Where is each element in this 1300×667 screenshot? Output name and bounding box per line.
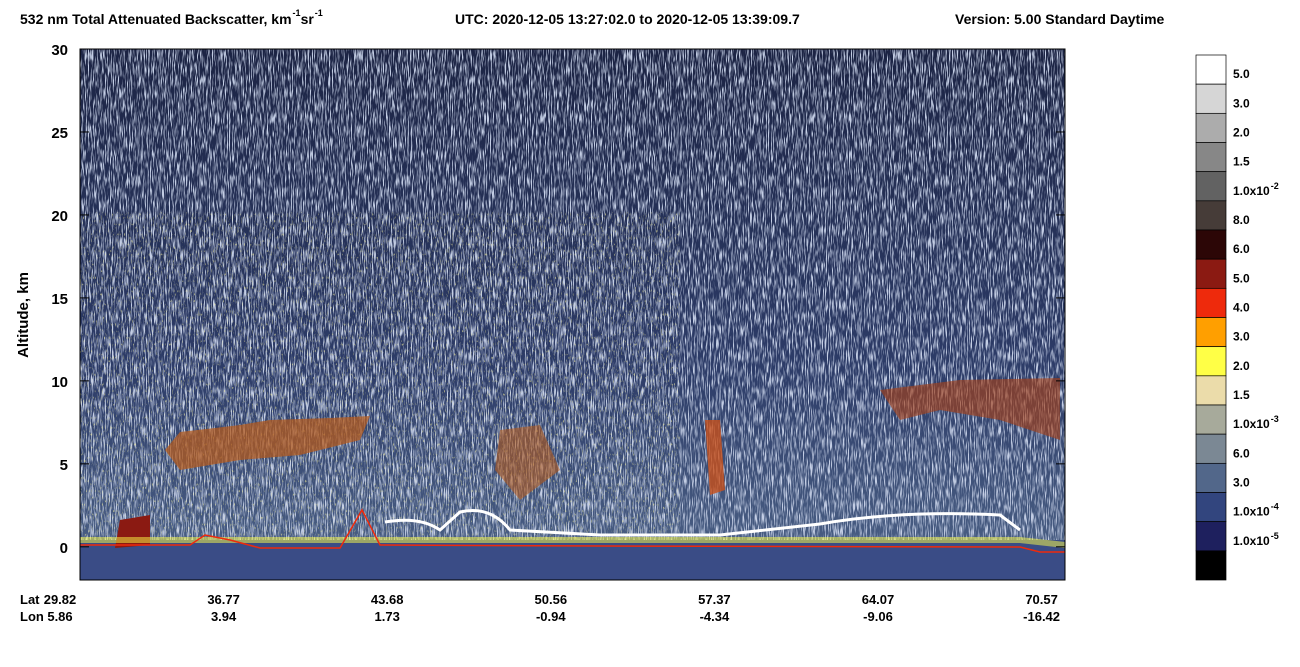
y-axis-label: Altitude, km	[15, 272, 32, 358]
colorbar-label: 1.0x10	[1233, 534, 1270, 548]
y-tick-label: 10	[51, 374, 68, 391]
colorbar-swatch	[1195, 433, 1227, 464]
colorbar-swatch	[1195, 54, 1227, 85]
title-superscript: -1	[315, 8, 323, 18]
colorbar-label: 1.5	[1233, 155, 1250, 169]
colorbar-swatch	[1195, 492, 1227, 523]
colorbar-swatch	[1195, 404, 1227, 435]
y-tick-label: 0	[60, 540, 68, 557]
y-tick-label: 5	[60, 457, 68, 474]
colorbar-swatch	[1195, 258, 1227, 289]
colorbar-swatch	[1195, 462, 1227, 493]
colorbar-label: 1.5	[1233, 388, 1250, 402]
colorbar-label: 2.0	[1233, 359, 1250, 373]
colorbar-swatch	[1195, 521, 1227, 552]
y-tick-label: 20	[51, 208, 68, 225]
x-tick-label: 29.82	[44, 592, 77, 607]
chart-title: sr	[301, 11, 315, 27]
utc-range: UTC: 2020-12-05 13:27:02.0 to 2020-12-05…	[455, 11, 800, 27]
colorbar-swatch	[1195, 550, 1227, 581]
x-tick-label: 57.37	[698, 592, 731, 607]
title-superscript: -1	[293, 8, 301, 18]
colorbar-label: 8.0	[1233, 213, 1250, 227]
colorbar-swatch	[1195, 171, 1227, 202]
x-tick-label: 50.56	[535, 592, 568, 607]
x-tick-label: -16.42	[1023, 609, 1060, 624]
x-tick-label: 1.73	[375, 609, 400, 624]
x-tick-label: 3.94	[211, 609, 237, 624]
y-tick-label: 15	[51, 291, 68, 308]
colorbar-label-exponent: -4	[1271, 502, 1279, 512]
x-tick-label: -9.06	[863, 609, 893, 624]
colorbar-label: 1.0x10	[1233, 184, 1270, 198]
colorbar-label-exponent: -3	[1271, 414, 1279, 424]
colorbar-label: 2.0	[1233, 126, 1250, 140]
x-row-name: Lon	[20, 609, 44, 624]
colorbar-swatch	[1195, 142, 1227, 173]
colorbar-swatch	[1195, 200, 1227, 231]
colorbar-label: 5.0	[1233, 67, 1250, 81]
colorbar-swatch	[1195, 287, 1227, 318]
colorbar-label: 5.0	[1233, 271, 1250, 285]
colorbar-swatch	[1195, 317, 1227, 348]
x-tick-label: 64.07	[862, 592, 895, 607]
backscatter-image	[80, 49, 1066, 580]
x-tick-label: 5.86	[47, 609, 72, 624]
colorbar-label: 3.0	[1233, 476, 1250, 490]
colorbar-swatch	[1195, 112, 1227, 143]
y-tick-label: 25	[51, 125, 68, 142]
colorbar-label: 6.0	[1233, 446, 1250, 460]
colorbar-label-exponent: -2	[1271, 181, 1279, 191]
x-tick-label: 70.57	[1025, 592, 1058, 607]
colorbar-label: 1.0x10	[1233, 505, 1270, 519]
colorbar-swatch	[1195, 229, 1227, 260]
chart-title: 532 nm Total Attenuated Backscatter, km	[20, 11, 292, 27]
colorbar-swatch	[1195, 83, 1227, 114]
colorbar-swatch	[1195, 375, 1227, 406]
colorbar-label: 3.0	[1233, 96, 1250, 110]
x-row-name: Lat	[20, 592, 40, 607]
colorbar-label: 6.0	[1233, 242, 1250, 256]
colorbar-label: 3.0	[1233, 330, 1250, 344]
colorbar-label-exponent: -5	[1271, 531, 1279, 541]
colorbar-swatch	[1195, 346, 1227, 377]
colorbar-label: 4.0	[1233, 301, 1250, 315]
x-tick-label: 43.68	[371, 592, 404, 607]
plot-frame	[79, 48, 1066, 581]
x-tick-label: -4.34	[700, 609, 730, 624]
y-tick-label: 30	[51, 42, 68, 59]
x-tick-label: 36.77	[207, 592, 240, 607]
version: Version: 5.00 Standard Daytime	[955, 11, 1165, 27]
x-tick-label: -0.94	[536, 609, 566, 624]
colorbar-label: 1.0x10	[1233, 417, 1270, 431]
